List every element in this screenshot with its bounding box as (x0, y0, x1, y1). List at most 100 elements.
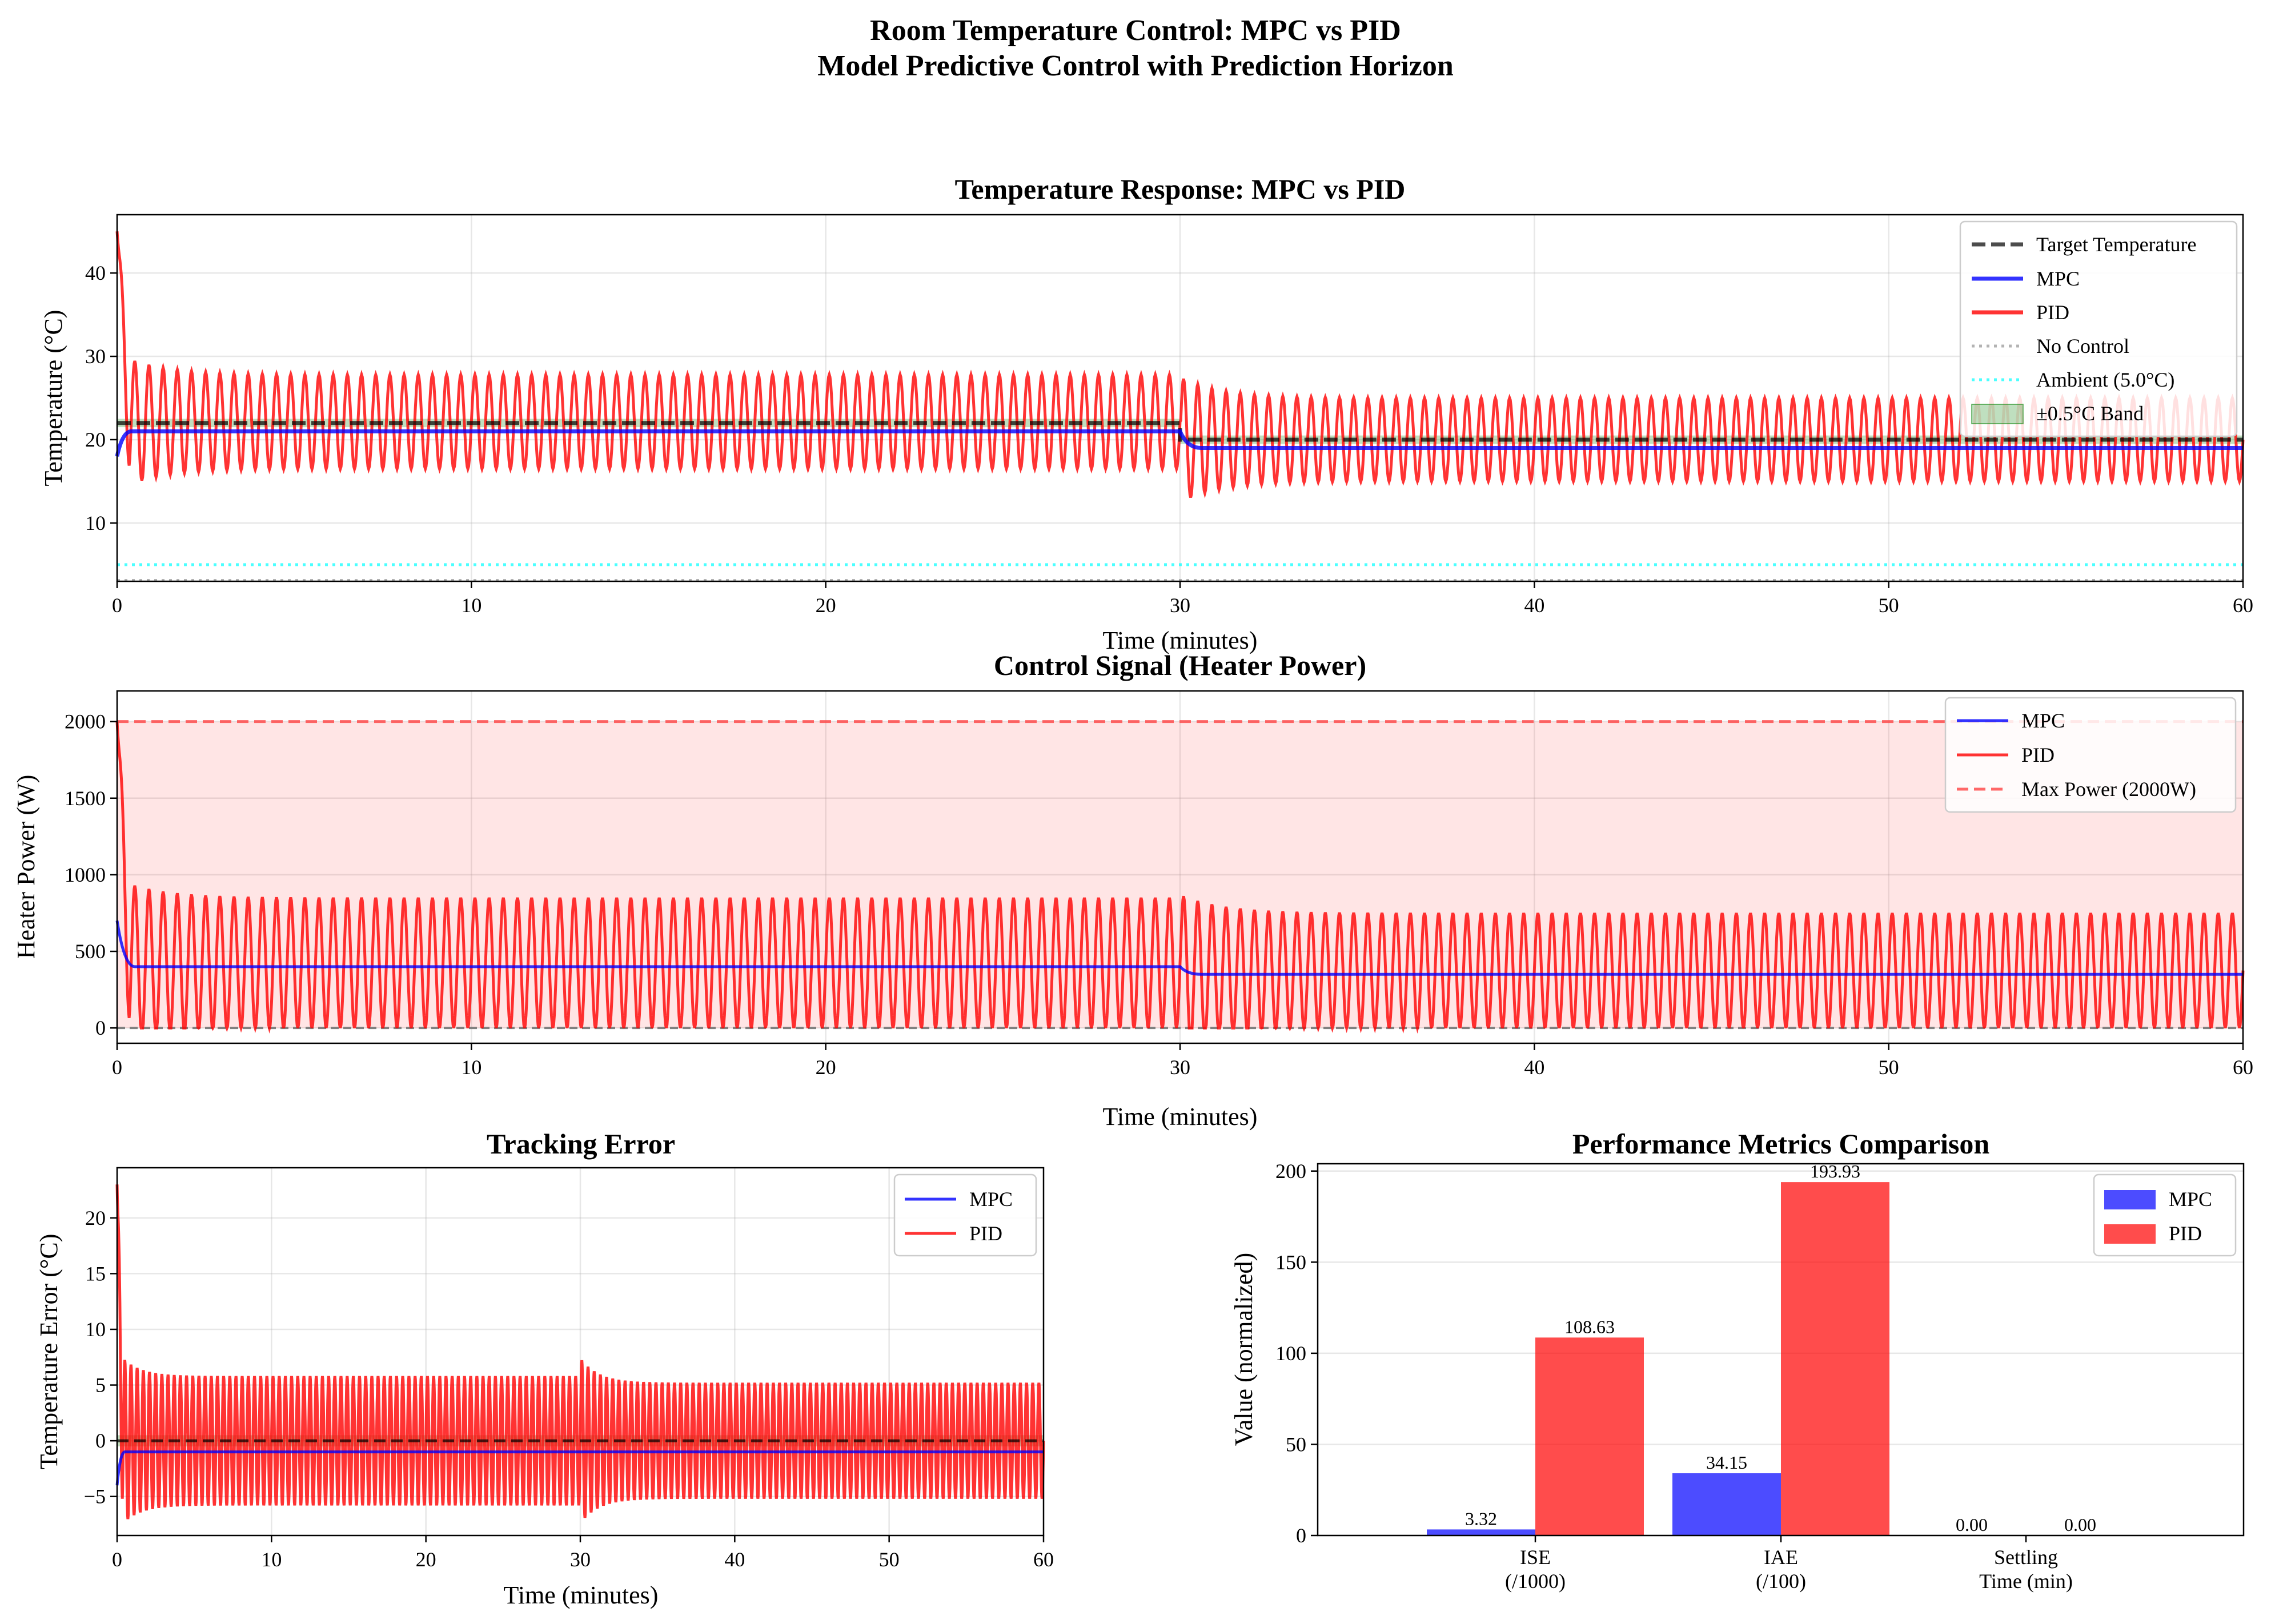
x-tick-label: 0 (112, 1548, 122, 1571)
error-legend: MPC PID (893, 1173, 1037, 1257)
figure-title-line2: Model Predictive Control with Prediction… (817, 50, 1454, 82)
legend-maxpower-label: Max Power (2000W) (2021, 778, 2196, 801)
mpc-series-line (115, 920, 2243, 976)
x-tick-label: (/1000) (1505, 1570, 1566, 1593)
y-tick-label: 15 (85, 1262, 106, 1285)
temperature-plot-area (115, 231, 2245, 582)
temperature-legend-box (1959, 220, 2238, 437)
error-xlabel: Time (minutes) (504, 1581, 659, 1609)
pid-bar (1535, 1337, 1644, 1535)
figure-title-line1: Room Temperature Control: MPC vs PID (870, 14, 1401, 47)
mpc-series-line (115, 429, 2243, 457)
legend-pid-label: PID (2036, 301, 2069, 324)
x-tick-label: Time (min) (1979, 1570, 2073, 1593)
legend-mpc-label: MPC (2021, 709, 2065, 732)
x-tick-label: 50 (1879, 594, 1899, 617)
x-tick-label: 40 (724, 1548, 745, 1571)
mpc-bar (1427, 1529, 1535, 1535)
legend-mpc-label: MPC (969, 1188, 1013, 1211)
y-tick-label: 1500 (65, 787, 106, 810)
y-tick-label: 2000 (65, 710, 106, 733)
control-ylabel: Heater Power (W) (12, 775, 40, 959)
x-tick-label: 30 (1170, 594, 1190, 617)
y-tick-label: 0 (95, 1429, 106, 1452)
legend-mpc-label: MPC (2036, 267, 2080, 290)
y-tick-label: 5 (95, 1374, 106, 1397)
y-tick-label: 10 (85, 1318, 106, 1341)
x-tick-label: 20 (816, 594, 836, 617)
y-tick-label: 1000 (65, 863, 106, 886)
control-chart: Control Signal (Heater Power) 0 10 20 30 40 5… (12, 649, 2253, 1131)
x-tick-label: 50 (879, 1548, 900, 1571)
x-tick-label: ISE (1520, 1546, 1551, 1569)
metrics-chart-title: Performance Metrics Comparison (1572, 1128, 1989, 1160)
legend-pid-label: PID (2021, 743, 2055, 766)
control-legend: MPC PID Max Power (2000W) (1944, 697, 2237, 813)
x-tick-label: 10 (261, 1548, 282, 1571)
legend-nocontrol-label: No Control (2036, 335, 2129, 357)
bar-value-label: 108.63 (1564, 1316, 1615, 1337)
x-tick-label: 30 (570, 1548, 591, 1571)
y-tick-label: 30 (85, 345, 106, 368)
x-tick-label: 60 (2233, 1056, 2253, 1079)
legend-ambient-label: Ambient (5.0°C) (2036, 368, 2174, 391)
error-ticks: 0 10 20 30 40 50 60 −5 0 5 10 15 20 (84, 1207, 1054, 1571)
x-tick-label: 30 (1170, 1056, 1190, 1079)
error-legend-box (893, 1173, 1037, 1257)
temperature-chart: Temperature Response: MPC vs PID 0 10 20 30… (39, 173, 2253, 654)
control-chart-title: Control Signal (Heater Power) (994, 649, 1366, 681)
x-tick-label: (/100) (1756, 1570, 1806, 1593)
legend-band-label: ±0.5°C Band (2036, 402, 2144, 425)
bar-value-label: 3.32 (1465, 1508, 1497, 1529)
legend-pid-label: PID (2169, 1222, 2202, 1245)
error-ylabel: Temperature Error (°C) (35, 1234, 63, 1470)
mpc-bar (1672, 1473, 1781, 1535)
x-tick-label: 0 (112, 1056, 122, 1079)
temperature-legend: Target Temperature MPC PID No Control Am… (1959, 220, 2238, 437)
y-tick-label: 500 (75, 940, 106, 963)
pid-bar (1781, 1182, 1889, 1535)
y-tick-label: 200 (1275, 1160, 1306, 1183)
y-tick-label: 0 (1296, 1524, 1306, 1547)
legend-mpc-label: MPC (2169, 1188, 2212, 1211)
legend-target-label: Target Temperature (2036, 233, 2197, 256)
x-tick-label: IAE (1764, 1546, 1798, 1569)
x-tick-label: 50 (1879, 1056, 1899, 1079)
y-tick-label: 10 (85, 512, 106, 534)
y-tick-label: 100 (1275, 1342, 1306, 1365)
temperature-ticks: 0 10 20 30 40 50 60 10 20 30 40 (85, 262, 2253, 617)
control-xlabel: Time (minutes) (1103, 1103, 1258, 1131)
x-tick-label: 60 (2233, 594, 2253, 617)
x-tick-label: 10 (461, 594, 482, 617)
y-tick-label: 40 (85, 262, 106, 284)
y-tick-label: 0 (95, 1016, 106, 1039)
y-tick-label: 150 (1275, 1251, 1306, 1273)
metrics-ylabel: Value (normalized) (1230, 1253, 1258, 1446)
legend-pid-swatch (2104, 1224, 2156, 1244)
y-tick-label: 50 (1286, 1433, 1306, 1456)
x-tick-label: 20 (416, 1548, 436, 1571)
x-tick-label: Settling (1994, 1546, 2058, 1569)
error-chart: Tracking Error 0 10 20 30 40 50 60 −5 0 5 10 15 20 T… (35, 1128, 1054, 1609)
x-tick-label: 40 (1524, 1056, 1544, 1079)
metrics-chart: Performance Metrics Comparison 3.32 34.15… (1230, 1128, 2245, 1593)
temperature-chart-title: Temperature Response: MPC vs PID (955, 173, 1406, 205)
control-plot-area (115, 720, 2245, 1034)
x-tick-label: 10 (461, 1056, 482, 1079)
metrics-ticks: 0 50 100 150 200 ISE(/1000) IAE(/100) SettlingT… (1275, 1160, 2073, 1593)
legend-pid-label: PID (969, 1222, 1002, 1245)
legend-mpc-swatch (2104, 1190, 2156, 1209)
x-tick-label: 40 (1524, 594, 1544, 617)
y-tick-label: 20 (85, 428, 106, 451)
metrics-legend: MPC PID (2093, 1173, 2237, 1257)
y-tick-label: 20 (85, 1207, 106, 1229)
error-plot-area (115, 1184, 1045, 1520)
control-ticks: 0 10 20 30 40 50 60 0 500 1000 1500 2000 (65, 710, 2253, 1079)
temperature-ylabel: Temperature (°C) (39, 310, 67, 487)
bar-value-label: 34.15 (1706, 1452, 1747, 1473)
control-legend-box (1944, 697, 2237, 813)
x-tick-label: 0 (112, 594, 122, 617)
pid-series-line (115, 721, 2245, 1034)
